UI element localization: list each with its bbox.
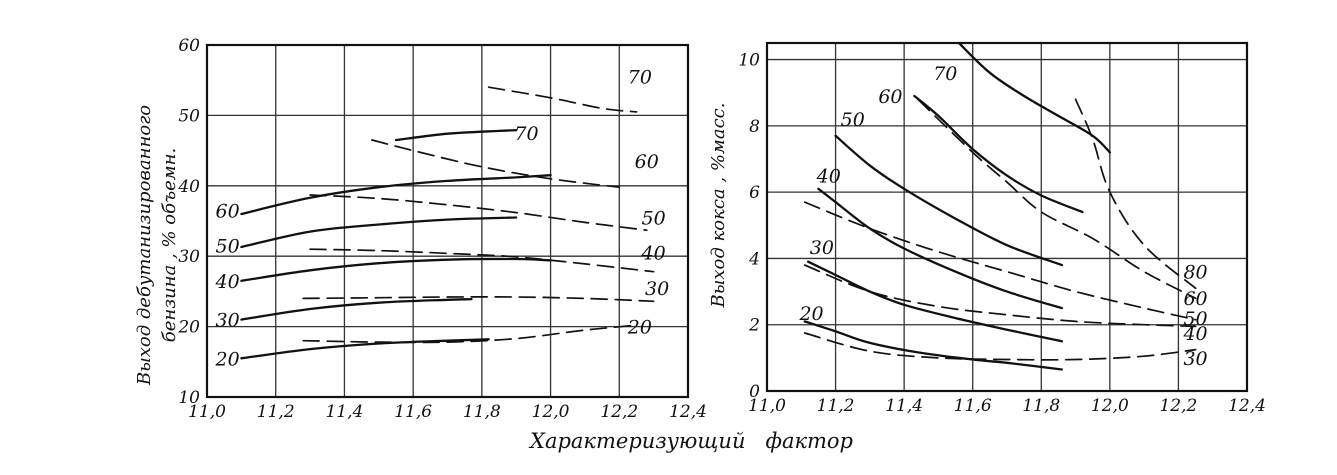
left-chart-panel: 11,0 11,2 11,4 11,6 11,8 12,0 12,2 12,4 10 20 30 40… [177, 36, 707, 422]
left-x-tick-label: 12,0 [532, 402, 570, 422]
right-y-tick-label: 10 [738, 51, 760, 71]
right-x-tick-label: 11,4 [885, 396, 923, 416]
right-solid-curve-label-70: 70 [933, 63, 957, 85]
right-y-tick-label: 6 [749, 183, 760, 203]
right-solid-curve-70 [957, 41, 1112, 154]
left-solid-curve-30 [240, 297, 473, 321]
right-dashed-curve-60 [917, 98, 1197, 300]
right-y-tick-label: 0 [749, 382, 760, 402]
left-dashed-curve-label-70: 70 [628, 67, 652, 89]
left-dashed-curve-label-30: 30 [645, 278, 669, 300]
left-x-tick-label: 12,2 [600, 402, 638, 422]
right-dashed-curve-80 [1074, 98, 1197, 290]
right-solid-curve-50 [834, 134, 1064, 267]
left-y-tick-label: 40 [177, 177, 200, 197]
left-dashed-curve-20 [302, 324, 638, 344]
right-dashed-curve-30 [803, 332, 1197, 361]
x-axis-label: Характеризующий фактор [528, 429, 853, 453]
right-solid-curve-20 [803, 320, 1064, 371]
left-x-tick-label: 11,2 [257, 402, 295, 422]
right-y-axis-label: Выход кокса , %масс. [708, 103, 729, 309]
right-dashed-curve-50 [803, 201, 1197, 321]
left-y-tick-label: 10 [178, 388, 200, 408]
left-solid-curve-60 [240, 174, 552, 216]
right-dashed-curve-label-60: 60 [1183, 288, 1207, 310]
left-dashed-curve-50 [309, 194, 648, 232]
left-dashed-curve-label-50: 50 [642, 207, 666, 229]
left-x-tick-label: 11,8 [463, 402, 501, 422]
right-solid-curve-label-50: 50 [841, 109, 865, 131]
right-plot-frame [765, 41, 1249, 393]
left-solid-curve-20 [240, 338, 490, 360]
right-dashed-curve-label-50: 50 [1183, 308, 1207, 330]
left-plot-frame [205, 43, 690, 399]
left-y-tick-label: 50 [178, 106, 200, 126]
right-solid-curve-label-30: 30 [810, 237, 834, 259]
right-solid-curve-label-20: 20 [798, 303, 823, 325]
left-y-tick-label: 30 [178, 247, 200, 267]
left-x-tick-label: 11,4 [325, 402, 363, 422]
left-x-tick-label: 11,0 [188, 402, 226, 422]
left-y-axis-label-line2: бензина , % объемн. [159, 148, 180, 342]
right-x-tick-label: 11,8 [1022, 396, 1060, 416]
right-y-tick-label: 4 [748, 249, 760, 269]
left-dashed-curve-60 [371, 139, 621, 189]
left-dashed-curve-label-40: 40 [641, 243, 666, 265]
right-dashed-curve-40 [803, 264, 1197, 328]
left-y-axis-label-line1: Выход дебутанизированного [134, 105, 155, 386]
left-solid-curve-label-70: 70 [514, 123, 538, 145]
left-solid-curve-label-60: 60 [216, 200, 240, 222]
left-solid-curve-label-20: 20 [215, 348, 240, 370]
left-solid-curve-40 [240, 257, 552, 282]
right-dashed-curve-label-30: 30 [1183, 348, 1207, 370]
right-x-tick-label: 11,2 [817, 396, 855, 416]
right-solid-curve-40 [817, 187, 1064, 310]
right-y-tick-label: 8 [749, 117, 760, 137]
right-x-tick-label: 11,0 [748, 396, 786, 416]
left-dashed-curve-40 [309, 248, 655, 273]
right-x-tick-label: 12,0 [1091, 396, 1129, 416]
left-dashed-curve-70 [487, 86, 638, 113]
left-dashed-curve-label-20: 20 [627, 317, 652, 339]
left-solid-curve-label-30: 30 [216, 310, 240, 332]
right-solid-curve-label-40: 40 [816, 166, 841, 188]
right-dashed-curve-label-80: 80 [1183, 262, 1207, 284]
right-chart-panel: 11,0 11,2 11,4 11,6 11,8 12,0 12,2 12,4 0 2 4 6 8 10 2… [738, 41, 1266, 416]
left-y-tick-label: 60 [178, 36, 200, 56]
left-solid-curve-50 [240, 216, 518, 249]
left-x-tick-label: 11,6 [394, 402, 432, 422]
left-x-tick-label: 12,4 [669, 402, 707, 422]
left-dashed-curve-30 [302, 296, 655, 303]
left-solid-curve-70 [394, 129, 518, 142]
left-solid-curve-label-40: 40 [215, 271, 240, 293]
left-solid-curve-label-50: 50 [216, 236, 240, 258]
left-dashed-curve-label-60: 60 [635, 151, 659, 173]
right-solid-curve-60 [913, 94, 1084, 214]
right-solid-curve-label-60: 60 [878, 86, 902, 108]
right-x-tick-label: 12,4 [1228, 396, 1266, 416]
right-x-tick-label: 11,6 [954, 396, 992, 416]
left-y-tick-label: 20 [177, 318, 200, 338]
right-solid-curve-30 [806, 260, 1064, 343]
right-y-tick-label: 2 [748, 316, 760, 336]
right-dashed-curve-label-40: 40 [1182, 323, 1207, 345]
right-x-tick-label: 12,2 [1159, 396, 1197, 416]
